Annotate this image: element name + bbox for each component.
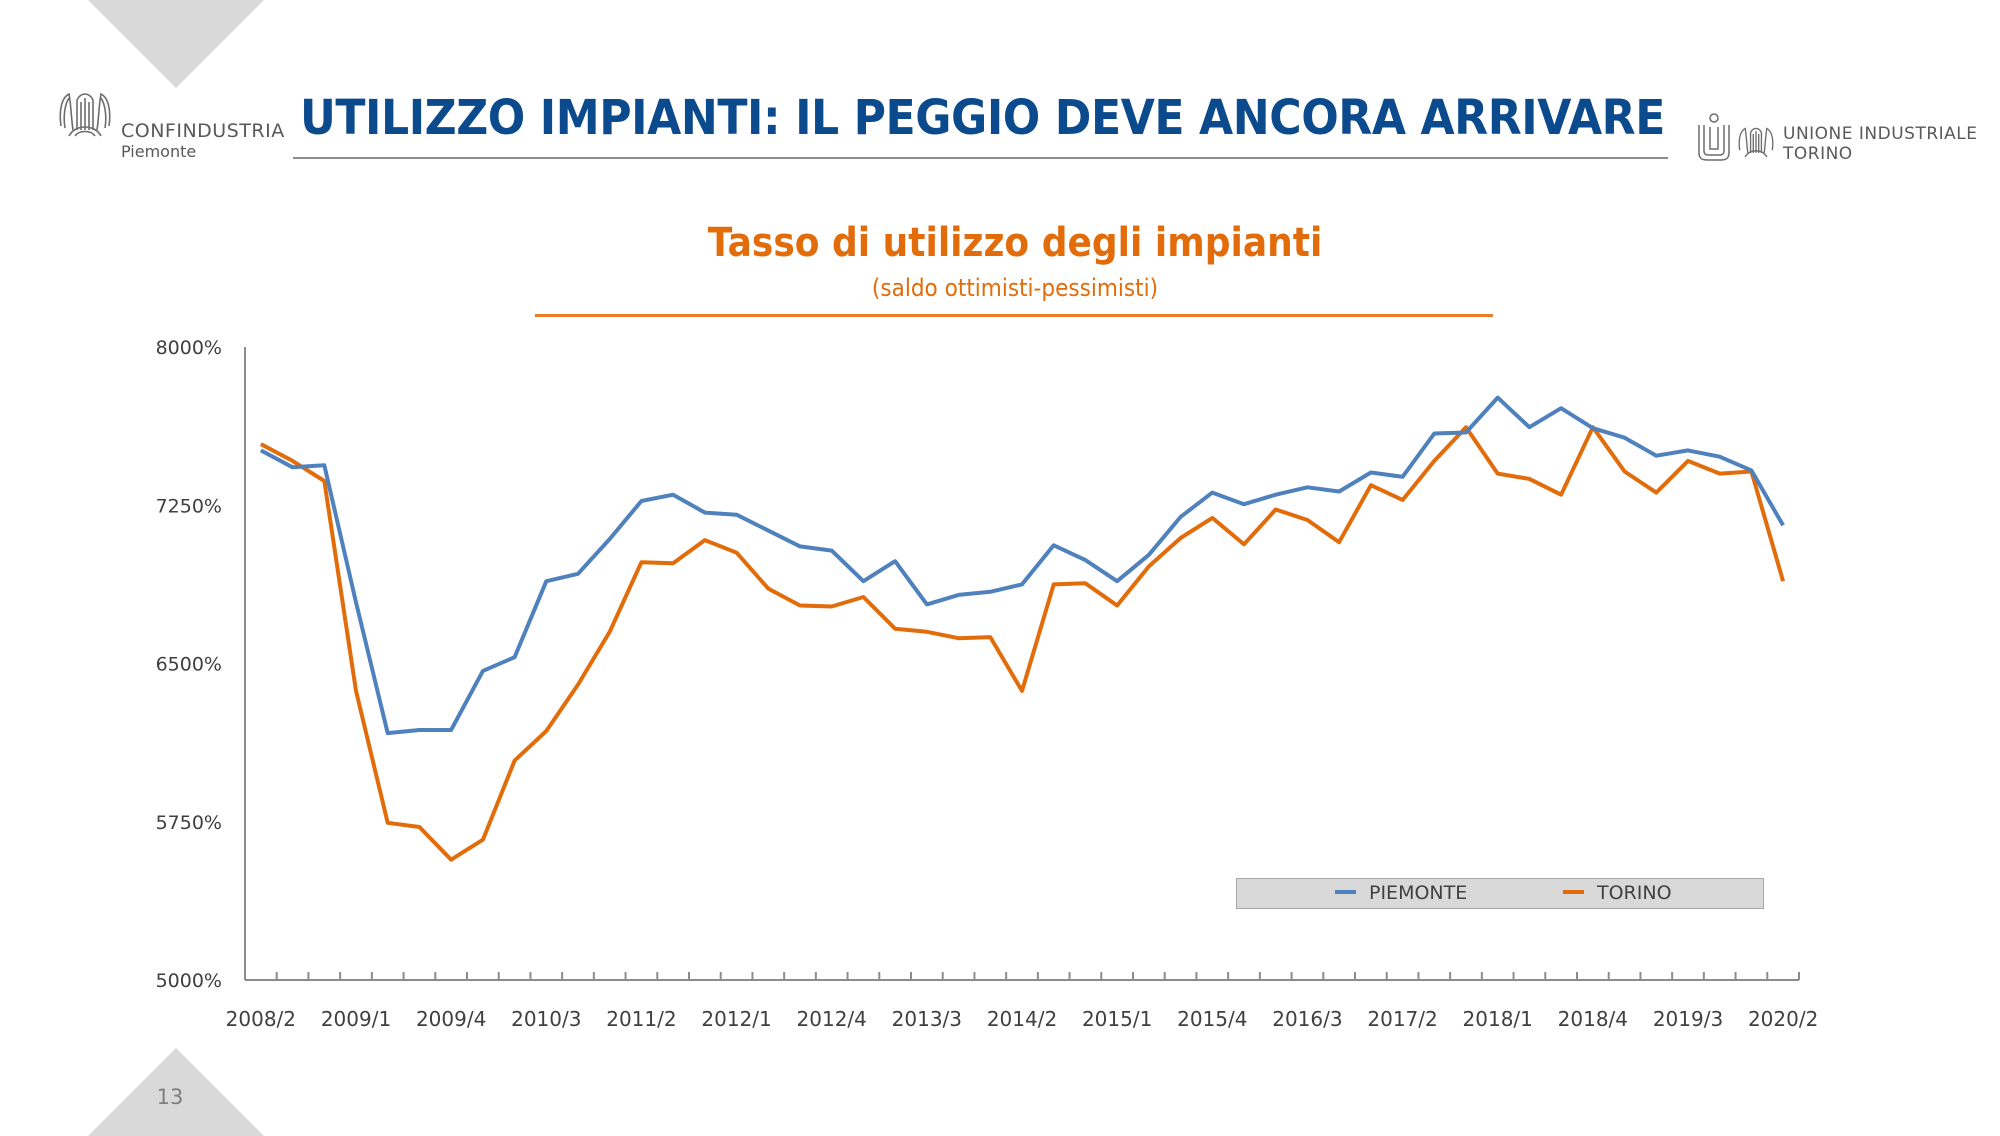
confindustria-region: Piemonte <box>121 142 197 161</box>
y-tick-label: 5000% <box>156 970 222 992</box>
title-divider <box>293 157 1668 159</box>
y-tick-label: 7250% <box>156 495 222 517</box>
legend-swatch-torino <box>1563 890 1584 894</box>
x-tick-label: 2012/1 <box>701 1007 771 1031</box>
decorative-triangle-bottom <box>88 1048 264 1136</box>
x-tick-label: 2010/3 <box>511 1007 581 1031</box>
chart-subtitle: (saldo ottimisti-pessimisti) <box>871 274 1159 302</box>
chart-legend: PIEMONTE TORINO <box>1236 878 1764 909</box>
legend-item-piemonte: PIEMONTE <box>1335 882 1467 904</box>
x-tick-label: 2014/2 <box>987 1007 1057 1031</box>
legend-label-torino: TORINO <box>1597 882 1672 904</box>
x-tick-label: 2018/4 <box>1558 1007 1628 1031</box>
x-tick-label: 2016/3 <box>1272 1007 1342 1031</box>
unione-industriale-city: TORINO <box>1783 144 1853 164</box>
y-tick-label: 8000% <box>156 337 222 359</box>
x-tick-label: 2015/4 <box>1177 1007 1247 1031</box>
x-tick-label: 2012/4 <box>797 1007 867 1031</box>
x-tick-label: 2019/3 <box>1653 1007 1723 1031</box>
legend-swatch-piemonte <box>1335 890 1356 894</box>
eagle-emblem-icon <box>59 92 111 137</box>
legend-label-piemonte: PIEMONTE <box>1369 882 1468 904</box>
x-tick-label: 2013/3 <box>892 1007 962 1031</box>
x-tick-label: 2020/2 <box>1748 1007 1818 1031</box>
series-line-torino <box>259 425 1786 862</box>
y-tick-label: 6500% <box>156 654 222 676</box>
x-tick-label: 2009/4 <box>416 1007 486 1031</box>
series-line-piemonte <box>259 395 1785 736</box>
x-tick-label: 2011/2 <box>606 1007 676 1031</box>
x-tick-label: 2017/2 <box>1367 1007 1437 1031</box>
unione-industriale-name: UNIONE INDUSTRIALE <box>1783 124 1978 144</box>
x-tick-label: 2008/2 <box>226 1007 296 1031</box>
legend-item-torino: TORINO <box>1563 882 1672 904</box>
x-tick-label: 2009/1 <box>321 1007 391 1031</box>
x-tick-label: 2015/1 <box>1082 1007 1152 1031</box>
confindustria-name: CONFINDUSTRIA <box>121 120 285 142</box>
ui-monogram-icon <box>1698 113 1730 161</box>
decorative-triangle-top <box>88 0 264 88</box>
eagle-emblem-icon <box>1738 127 1774 158</box>
page-number: 13 <box>156 1085 184 1109</box>
x-tick-label: 2018/1 <box>1463 1007 1533 1031</box>
page-title: UTILIZZO IMPIANTI: IL PEGGIO DEVE ANCORA… <box>300 90 1665 146</box>
chart-title: Tasso di utilizzo degli impianti <box>707 220 1323 266</box>
chart-title-divider <box>535 314 1493 317</box>
y-tick-label: 5750% <box>156 812 222 834</box>
